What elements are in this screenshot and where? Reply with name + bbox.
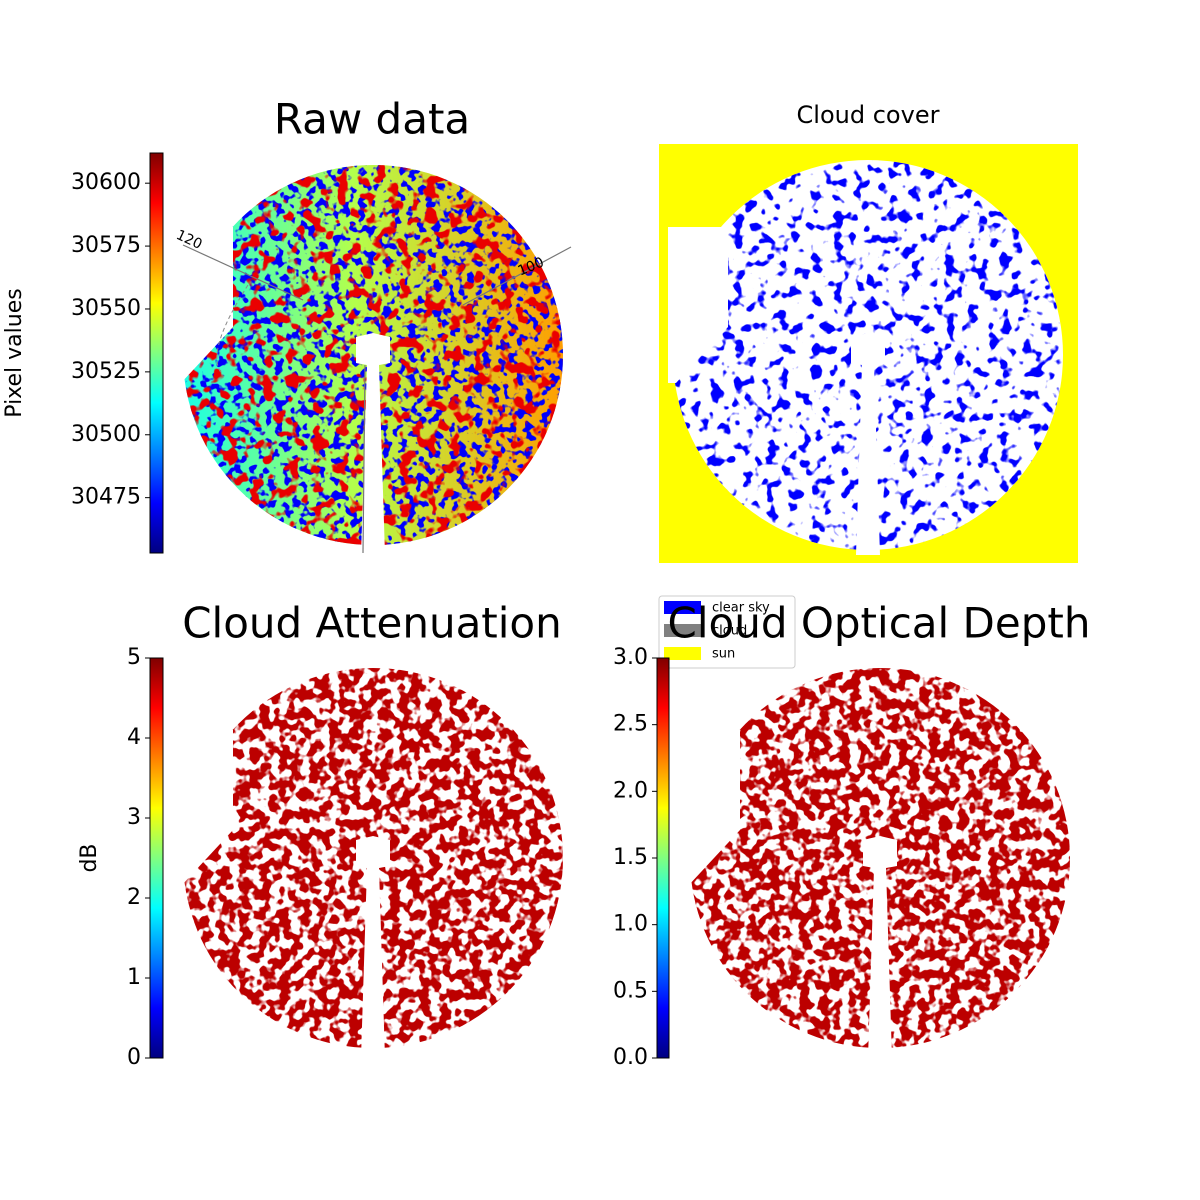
colorbar-tick-label: 30500 (71, 422, 141, 447)
colorbar-tick-label: 1 (127, 965, 141, 990)
horizon-mask (173, 730, 233, 886)
horizon-mask (173, 227, 233, 383)
colorbar-label: Pixel values (2, 288, 27, 417)
colorbar-tick-label: 0.5 (613, 978, 648, 1003)
azimuth-line (462, 246, 572, 306)
colorbar-tick-label: 30600 (71, 170, 141, 195)
colorbar (149, 657, 164, 1059)
colorbar-tick-label: 0.0 (613, 1045, 648, 1070)
colorbar-tick-label: 4 (127, 725, 141, 750)
legend-swatch (664, 624, 701, 637)
sun-arm-mask (356, 836, 390, 1058)
sun-arm-mask (863, 836, 897, 1058)
panel-title: Cloud cover (797, 101, 940, 129)
legend-label: clear sky (712, 601, 770, 616)
colorbar (656, 657, 670, 1059)
colorbar-tick-label: 1.5 (613, 845, 648, 870)
colorbar-tick-label: 30550 (71, 296, 141, 321)
sun-arm-mask (851, 333, 885, 555)
colorbar-tick-label: 2 (127, 885, 141, 910)
colorbar-tick-label: 5 (127, 645, 141, 670)
colorbar-tick-label: 30525 (71, 359, 141, 384)
legend-swatch (664, 647, 701, 660)
colorbar (149, 152, 164, 554)
legend-label: sun (712, 647, 735, 662)
panel-title: Cloud Attenuation (182, 599, 562, 648)
colorbar-tick-label: 30575 (71, 233, 141, 258)
colorbar-label: dB (77, 843, 102, 872)
colorbar-tick-label: 0 (127, 1045, 141, 1070)
legend-label: cloud (712, 624, 747, 639)
horizon-mask (668, 227, 728, 383)
zenith-line (362, 364, 366, 554)
colorbar-tick-label: 30475 (71, 485, 141, 510)
sun-arm-mask (356, 333, 390, 555)
colorbar-tick-label: 3 (127, 805, 141, 830)
elevation-arc (216, 284, 249, 376)
colorbar-tick-label: 3.0 (613, 645, 648, 670)
panel-title: Cloud Optical Depth (668, 599, 1091, 648)
colorbar-tick-label: 2.5 (613, 712, 648, 737)
azimuth-line (182, 244, 304, 301)
panel-title: Raw data (274, 95, 470, 144)
colorbar-tick-label: 2.0 (613, 778, 648, 803)
legend-swatch (664, 601, 701, 614)
colorbar-tick-label: 1.0 (613, 912, 648, 937)
horizon-mask (680, 730, 740, 886)
